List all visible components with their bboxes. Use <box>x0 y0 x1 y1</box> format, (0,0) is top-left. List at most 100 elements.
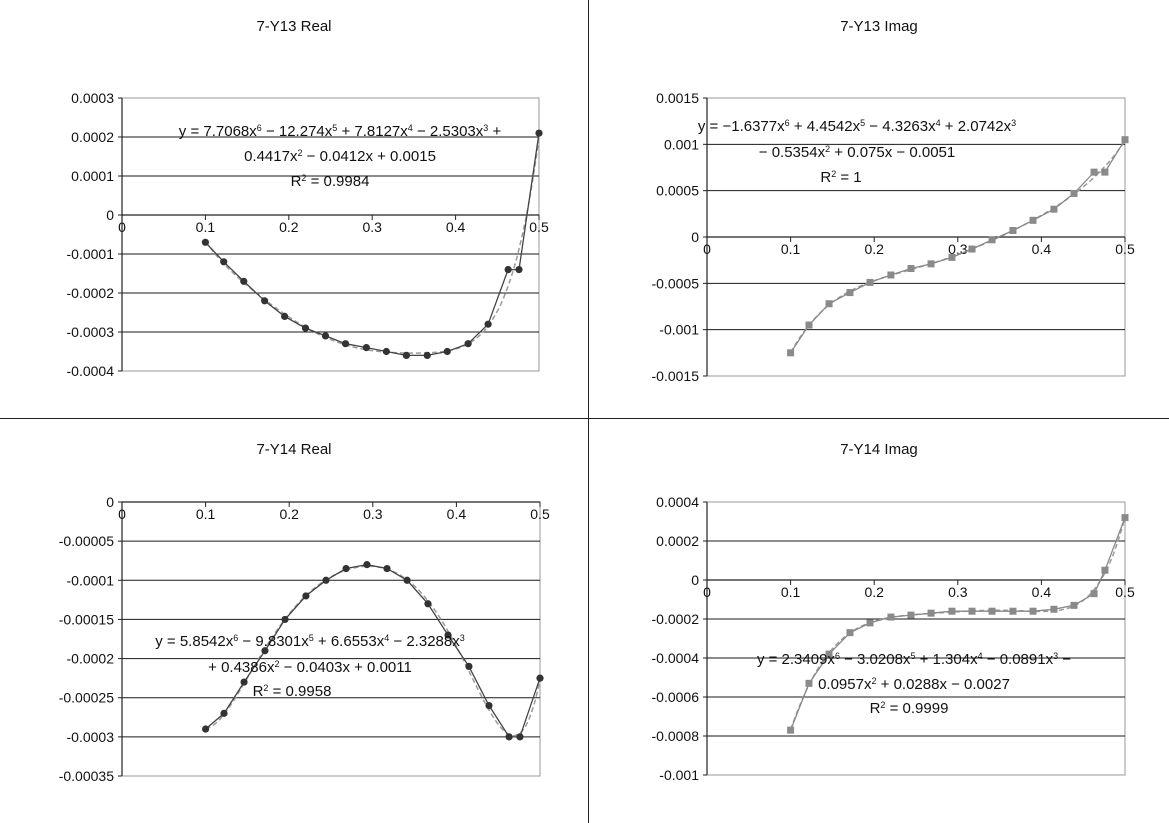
y-tick-label: -0.0008 <box>652 728 700 744</box>
data-point <box>968 607 976 615</box>
y-tick-label: 0.0001 <box>71 168 114 184</box>
y-tick-label: -0.001 <box>659 767 699 783</box>
data-point <box>484 320 492 328</box>
chart-svg: 0.0015 0.001 0.0005 0 -0.0005 -0.001 -0.0015 0 0… <box>652 90 1135 384</box>
data-point <box>805 679 813 687</box>
data-point <box>1101 566 1109 574</box>
r-squared-label: R2 = 1 <box>820 169 861 186</box>
data-point <box>1121 514 1129 522</box>
y-tick-label: 0.001 <box>664 136 699 152</box>
data-point <box>220 709 228 717</box>
data-point <box>988 236 996 244</box>
y-tick-label: 0 <box>691 229 699 245</box>
data-point <box>302 592 310 600</box>
y-tick-label: 0 <box>106 494 114 510</box>
data-point <box>382 347 390 356</box>
chart-svg: 0.00040.00020-0.0002-0.0004-0.0006-0.000… <box>652 494 1135 783</box>
data-point <box>515 266 523 274</box>
data-point <box>927 260 935 268</box>
chart-title: 7-Y14 Real <box>256 441 332 458</box>
x-tick-label: 0.2 <box>279 219 299 235</box>
chart-title: 7-Y13 Imag <box>840 18 918 35</box>
data-point <box>423 351 431 359</box>
x-tick-label: 0 <box>703 584 711 600</box>
y-tick-label: -0.0004 <box>67 363 115 379</box>
y-tick-label: -0.00015 <box>59 611 114 627</box>
x-tick-label: 0.2 <box>864 584 884 600</box>
chart-panel: 7-Y14 Imag 0.0004 0.0002 0 -0.0002 -0.0004 -0.… <box>589 419 1169 823</box>
data-point <box>1090 590 1098 598</box>
trendline-equation-line2: − 0.5354x2 + 0.075x − 0.0051 <box>759 144 955 161</box>
data-point <box>536 674 544 682</box>
trendline-equation-line1: y = −1.6377x6 + 4.4542x5 − 4.3263x4 + 2.… <box>698 118 1016 135</box>
data-point <box>322 576 330 584</box>
x-tick-label: 0.5 <box>529 219 549 235</box>
chart-panel: 7-Y13 Imag 0.0015 0.001 0.0005 0 -0.0005 -0.00… <box>589 0 1169 418</box>
y-tick-label: -0.001 <box>659 322 699 338</box>
chart-title: 7-Y13 Real <box>256 18 332 35</box>
y-tick-label: -0.00035 <box>59 768 114 784</box>
data-point <box>261 647 269 655</box>
trendline-equation-line2: 0.4417x2 − 0.0412x + 0.0015 <box>244 148 436 165</box>
data-point <box>202 725 210 733</box>
series-line <box>204 133 540 357</box>
y-tick-label: -0.0003 <box>67 324 115 340</box>
y-tick-label: -0.0002 <box>67 651 115 667</box>
y-tick-label: 0.0015 <box>656 90 699 106</box>
y-tick-label: -0.00025 <box>59 690 114 706</box>
data-point <box>1009 227 1017 235</box>
data-point <box>1029 216 1037 224</box>
y-tick-label: -0.0006 <box>652 689 700 705</box>
data-point <box>516 733 524 741</box>
data-point <box>301 324 310 332</box>
y-tick-label: -0.0002 <box>652 611 700 627</box>
x-tick-label: 0.1 <box>196 219 216 235</box>
y-tick-label: 0.0002 <box>656 533 699 549</box>
y-tick-label: -0.0002 <box>67 285 115 301</box>
data-point <box>201 238 209 246</box>
y-tick-label: 0 <box>106 207 114 223</box>
trendline-equation-line2: + 0.4386x2 − 0.0403x + 0.0011 <box>208 659 412 676</box>
data-point <box>927 609 935 617</box>
data-point <box>443 347 451 356</box>
x-tick-label: 0.1 <box>196 506 216 522</box>
data-point <box>342 564 350 573</box>
panel-divider-horizontal <box>0 418 1169 419</box>
data-point <box>846 629 854 637</box>
y-tick-label: 0 <box>691 572 699 588</box>
data-point <box>1009 607 1017 615</box>
y-tick-label: -0.0004 <box>652 650 700 666</box>
y-tick-label: -0.00005 <box>59 533 114 549</box>
plot-area <box>121 97 540 372</box>
y-tick-label: -0.0001 <box>67 246 115 262</box>
y-tick-label: -0.0003 <box>67 729 115 745</box>
data-point <box>1070 189 1078 197</box>
r-squared-label: R2 = 0.9958 <box>253 683 332 700</box>
data-point <box>907 611 915 619</box>
data-point <box>1121 136 1129 144</box>
data-point <box>444 631 452 639</box>
data-point <box>1101 168 1109 176</box>
panel-divider-vertical <box>588 0 589 823</box>
x-tick-label: 0 <box>703 241 711 257</box>
x-tick-label: 0.3 <box>948 584 968 600</box>
data-point <box>402 351 410 359</box>
data-point <box>887 271 895 279</box>
data-point <box>1029 607 1037 615</box>
x-tick-label: 0.4 <box>1032 584 1052 600</box>
x-tick-label: 0.4 <box>446 219 466 235</box>
chart-svg: 0.00030.00020.00010-0.0001-0.0002-0.0003… <box>67 90 549 379</box>
data-point <box>1050 605 1058 613</box>
x-tick-label: 0.5 <box>530 506 550 522</box>
data-point <box>988 607 996 615</box>
x-tick-label: 0.1 <box>781 241 801 257</box>
data-point <box>535 129 543 137</box>
data-point <box>383 564 391 573</box>
data-point <box>321 332 330 340</box>
x-tick-label: 0.4 <box>1032 241 1052 257</box>
data-point <box>240 678 248 686</box>
data-point <box>787 726 795 734</box>
x-tick-label: 0 <box>118 219 126 235</box>
data-point <box>948 607 956 615</box>
